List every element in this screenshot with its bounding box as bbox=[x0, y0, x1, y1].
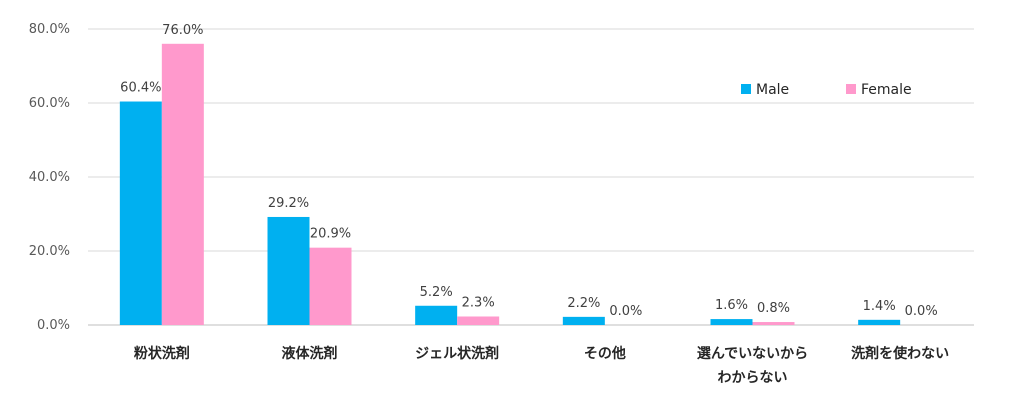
data-label-male: 2.2% bbox=[567, 296, 600, 311]
y-tick-label: 80.0% bbox=[29, 22, 70, 37]
legend-label-male: Male bbox=[756, 82, 789, 98]
gridlines bbox=[88, 28, 974, 326]
y-tick-label: 40.0% bbox=[29, 170, 70, 185]
x-category-label: 液体洗剤 bbox=[282, 345, 338, 362]
bar-female-2 bbox=[457, 316, 500, 325]
x-category-label: わからない bbox=[718, 370, 788, 386]
bar-female-4 bbox=[752, 322, 795, 325]
data-labels: 60.4% 76.0% 29.2% 20.9% 5.2% 2.3% 2.2% 0.0% 1.6%… bbox=[120, 23, 938, 319]
x-category-label: 選んでいないから bbox=[697, 346, 808, 362]
data-label-male: 1.6% bbox=[715, 298, 748, 313]
legend-swatch-male bbox=[741, 84, 751, 94]
bar-male-1 bbox=[267, 216, 310, 325]
x-category-label: ジェル状洗剤 bbox=[415, 345, 499, 362]
y-tick-label: 20.0% bbox=[29, 244, 70, 259]
x-category-label: 洗剤を使わない bbox=[851, 345, 949, 362]
bar-female-1 bbox=[309, 247, 352, 325]
bar-male-2 bbox=[415, 305, 458, 325]
data-label-female: 0.8% bbox=[757, 301, 790, 316]
bar-male-4 bbox=[710, 319, 753, 325]
y-tick-label: 0.0% bbox=[37, 318, 70, 333]
x-category-label: その他 bbox=[584, 345, 626, 362]
data-label-female: 20.9% bbox=[310, 227, 351, 242]
data-label-male: 29.2% bbox=[268, 196, 309, 211]
x-category-label: 粉状洗剤 bbox=[134, 345, 190, 362]
data-label-female: 0.0% bbox=[609, 304, 642, 319]
bar-male-0 bbox=[119, 101, 162, 326]
bar-male-5 bbox=[858, 319, 901, 325]
data-label-female: 2.3% bbox=[462, 295, 495, 310]
y-axis: 0.0% 20.0% 40.0% 60.0% 80.0% bbox=[29, 22, 70, 333]
bar-female-0 bbox=[161, 43, 204, 326]
bar-male-3 bbox=[562, 316, 605, 325]
data-label-female: 0.0% bbox=[905, 304, 938, 319]
y-tick-label: 60.0% bbox=[29, 96, 70, 111]
legend: Male Female bbox=[741, 82, 912, 98]
data-label-female: 76.0% bbox=[162, 23, 203, 38]
data-label-male: 60.4% bbox=[120, 81, 161, 96]
bars bbox=[119, 43, 901, 326]
legend-swatch-female bbox=[846, 84, 856, 94]
data-label-male: 1.4% bbox=[863, 299, 896, 314]
data-label-male: 5.2% bbox=[420, 285, 453, 300]
legend-label-female: Female bbox=[861, 82, 912, 98]
